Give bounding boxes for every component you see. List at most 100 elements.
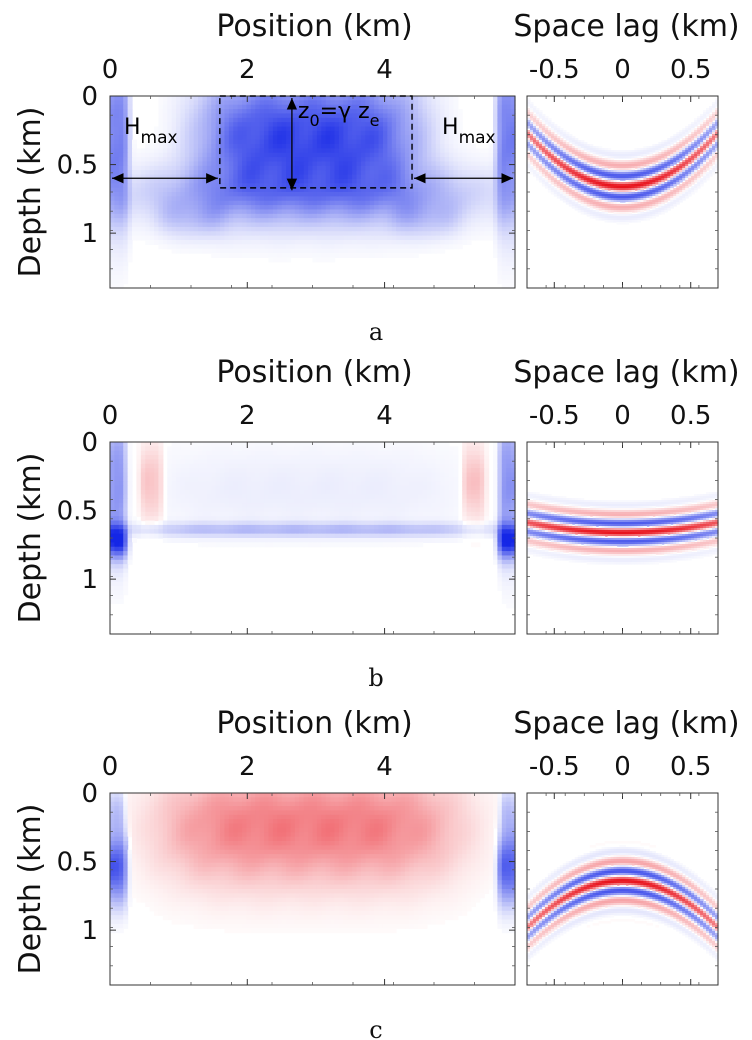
heat-cell bbox=[369, 226, 375, 232]
heat-cell bbox=[114, 213, 120, 219]
heat-cell bbox=[220, 122, 226, 128]
heat-cell bbox=[541, 116, 546, 119]
heat-cell bbox=[202, 183, 208, 189]
heat-cell bbox=[601, 182, 606, 185]
heat-cell bbox=[171, 235, 177, 241]
heat-cell bbox=[330, 130, 336, 136]
heat-cell bbox=[580, 142, 585, 145]
heat-cell bbox=[369, 218, 375, 224]
heat-cell bbox=[171, 213, 177, 219]
heat-cell bbox=[198, 170, 204, 176]
heat-cell bbox=[706, 136, 710, 139]
heat-cell bbox=[215, 126, 221, 132]
heat-cell bbox=[343, 213, 349, 219]
heat-cell bbox=[556, 142, 561, 145]
heat-cell bbox=[688, 124, 692, 127]
heat-cell bbox=[583, 174, 588, 177]
heat-cell bbox=[250, 226, 256, 232]
heat-cell bbox=[700, 128, 704, 131]
heat-cell bbox=[637, 156, 641, 159]
heat-cell bbox=[277, 200, 283, 206]
heat-cell bbox=[422, 226, 428, 232]
heat-cell bbox=[535, 156, 540, 159]
heat-cell bbox=[550, 176, 555, 179]
heat-cell bbox=[532, 136, 537, 139]
heat-cell bbox=[413, 213, 419, 219]
heat-cell bbox=[694, 168, 698, 171]
heat-cell bbox=[330, 200, 336, 206]
heat-cell bbox=[652, 170, 656, 173]
heat-cell bbox=[400, 231, 406, 237]
heat-cell bbox=[619, 168, 624, 171]
heat-cell bbox=[228, 248, 234, 254]
gather-panel-a-cells bbox=[527, 98, 719, 225]
heat-cell bbox=[488, 226, 494, 232]
heat-cell bbox=[484, 178, 490, 184]
heat-cell bbox=[242, 226, 248, 232]
heat-cell bbox=[220, 174, 226, 180]
heat-cell bbox=[374, 183, 380, 189]
heat-cell bbox=[413, 226, 419, 232]
heat-cell bbox=[643, 178, 647, 181]
heat-cell bbox=[272, 152, 278, 158]
heat-cell bbox=[673, 174, 677, 177]
heat-cell bbox=[321, 117, 327, 123]
heat-cell bbox=[501, 144, 507, 149]
heat-cell bbox=[215, 235, 221, 241]
heat-cell bbox=[378, 130, 384, 136]
heat-cell bbox=[435, 235, 441, 241]
heat-cell bbox=[703, 158, 707, 161]
heat-cell bbox=[347, 244, 353, 250]
heat-cell bbox=[114, 165, 120, 171]
heat-cell bbox=[378, 170, 384, 176]
heat-cell bbox=[497, 135, 503, 141]
heat-cell bbox=[422, 157, 428, 163]
heat-cell bbox=[688, 126, 692, 129]
heat-cell bbox=[246, 244, 252, 250]
heat-cell bbox=[325, 148, 331, 154]
heat-cell bbox=[586, 150, 591, 153]
y-axis-label: Depth (km) bbox=[13, 107, 48, 278]
heat-cell bbox=[685, 150, 689, 153]
heat-cell bbox=[435, 196, 441, 202]
heat-cell bbox=[676, 142, 680, 145]
heat-cell bbox=[330, 240, 336, 245]
heat-cell bbox=[264, 183, 270, 189]
heat-cell bbox=[272, 196, 278, 202]
heat-cell bbox=[189, 209, 195, 215]
heat-cell bbox=[334, 109, 340, 115]
heat-cell bbox=[404, 218, 410, 224]
heat-cell bbox=[453, 213, 459, 219]
heat-cell bbox=[272, 122, 278, 128]
heat-cell bbox=[198, 122, 204, 128]
heat-cell bbox=[550, 144, 555, 147]
heat-cell bbox=[448, 126, 454, 132]
heat-cell bbox=[470, 209, 476, 215]
heat-cell bbox=[246, 178, 252, 184]
heat-cell bbox=[475, 157, 481, 163]
heat-cell bbox=[667, 150, 671, 153]
heat-cell bbox=[303, 126, 309, 132]
heat-cell bbox=[220, 231, 226, 237]
heat-cell bbox=[224, 244, 230, 250]
heat-cell bbox=[715, 156, 719, 159]
heat-cell bbox=[110, 109, 115, 115]
heat-cell bbox=[462, 148, 468, 154]
heat-cell bbox=[628, 170, 633, 173]
heat-cell bbox=[426, 144, 432, 149]
heat-cell bbox=[299, 248, 305, 254]
heat-cell bbox=[352, 253, 358, 259]
heat-cell bbox=[440, 240, 446, 245]
heat-cell bbox=[180, 192, 186, 197]
heat-cell bbox=[501, 274, 507, 280]
heat-cell bbox=[118, 126, 124, 132]
heat-cell bbox=[592, 164, 597, 167]
heat-cell bbox=[220, 192, 226, 197]
heat-cell bbox=[330, 170, 336, 176]
heat-cell bbox=[193, 148, 199, 154]
heat-cell bbox=[589, 156, 594, 159]
heat-cell bbox=[453, 148, 459, 154]
heat-cell bbox=[685, 156, 689, 159]
heat-cell bbox=[118, 196, 124, 202]
heat-cell bbox=[202, 96, 208, 101]
